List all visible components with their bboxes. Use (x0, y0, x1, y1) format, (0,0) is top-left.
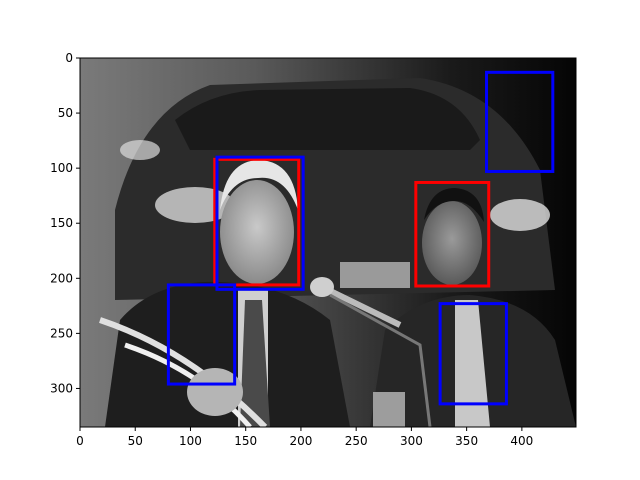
bounding-box-1-2 (166, 283, 237, 386)
bounding-box-1-1 (485, 70, 555, 173)
detection-boxes (166, 70, 555, 406)
y-tick-label: 100 (50, 161, 73, 175)
bounding-box-1-0 (215, 155, 305, 291)
photo-image (80, 58, 576, 427)
bounding-box-0-1 (414, 180, 491, 288)
bounding-box-1-3 (438, 302, 508, 406)
bounding-box-0-0 (213, 157, 301, 287)
y-tick-label: 0 (65, 51, 73, 65)
y-tick-label: 250 (50, 326, 73, 340)
x-tick-label: 350 (455, 434, 478, 448)
y-axis: 0 50 100 150 200 250 300 (50, 51, 80, 395)
y-tick-label: 200 (50, 271, 73, 285)
x-axis: 0 50 100 150 200 250 300 350 400 (76, 427, 533, 448)
x-tick-label: 400 (510, 434, 533, 448)
x-tick-label: 250 (345, 434, 368, 448)
y-tick-label: 150 (50, 216, 73, 230)
axes-frame (79, 57, 577, 428)
x-tick-label: 150 (234, 434, 257, 448)
x-tick-label: 100 (179, 434, 202, 448)
x-tick-label: 200 (289, 434, 312, 448)
x-tick-label: 300 (400, 434, 423, 448)
x-tick-label: 0 (76, 434, 84, 448)
x-tick-label: 50 (128, 434, 143, 448)
y-tick-label: 50 (58, 106, 73, 120)
y-tick-label: 300 (50, 381, 73, 395)
